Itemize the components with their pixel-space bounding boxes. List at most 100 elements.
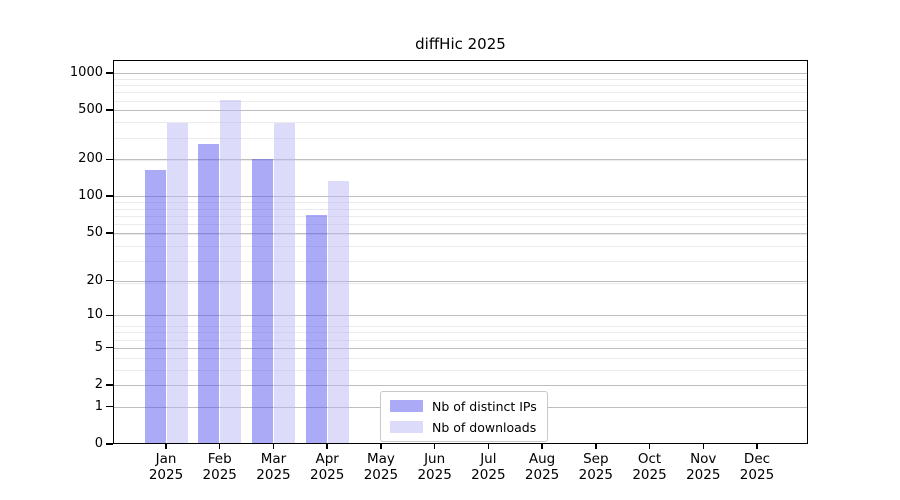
y-axis-tick xyxy=(106,347,113,349)
x-axis-tick xyxy=(219,444,221,449)
chart-title: diffHic 2025 xyxy=(415,35,506,53)
y-axis-tick-label: 5 xyxy=(94,339,103,355)
month-name: Feb xyxy=(207,451,232,467)
legend-swatch-downloads xyxy=(390,421,423,433)
plot-area xyxy=(113,60,808,444)
x-axis-tick xyxy=(595,444,597,449)
x-axis-tick xyxy=(541,444,543,449)
y-gridline-minor xyxy=(113,137,808,139)
y-gridline-minor xyxy=(113,122,808,124)
y-gridline-major xyxy=(113,385,808,386)
month-year: 2025 xyxy=(202,467,237,483)
x-axis-month-label: Nov 2025 xyxy=(671,451,735,483)
y-axis-tick-label: 0 xyxy=(94,436,103,451)
y-gridline-minor xyxy=(113,224,808,226)
y-gridline-minor xyxy=(113,85,808,87)
month-year: 2025 xyxy=(686,467,721,483)
x-axis-month-label: Jun 2025 xyxy=(403,451,467,483)
y-axis-tick xyxy=(106,232,113,234)
y-axis-tick-label: 20 xyxy=(86,272,103,288)
month-name: May xyxy=(366,451,395,467)
x-axis-tick xyxy=(433,444,436,449)
y-axis-tick-label: 200 xyxy=(78,151,103,167)
y-axis-tick xyxy=(106,195,113,197)
y-axis-tick-label: 2 xyxy=(94,377,103,392)
bar-downloads xyxy=(273,123,295,444)
x-axis-month-label: Mar 2025 xyxy=(241,451,305,483)
x-axis-tick xyxy=(487,444,490,449)
y-gridline-minor xyxy=(113,100,808,102)
y-axis-tick xyxy=(106,406,113,408)
x-axis-month-label: Dec 2025 xyxy=(725,451,789,483)
legend-label-distinct-ips: Nb of distinct IPs xyxy=(432,398,537,414)
y-gridline-minor xyxy=(113,357,808,359)
y-gridline-minor xyxy=(113,233,808,235)
bar-distinct-ips xyxy=(198,143,220,444)
y-gridline-minor xyxy=(113,92,808,94)
month-year: 2025 xyxy=(148,467,184,483)
y-gridline-major xyxy=(113,196,808,198)
month-year: 2025 xyxy=(256,467,291,483)
x-axis-tick xyxy=(756,444,758,449)
month-year: 2025 xyxy=(739,467,775,483)
y-axis-tick xyxy=(106,158,113,160)
y-gridline-major xyxy=(113,159,808,161)
x-axis-month-label: May 2025 xyxy=(349,451,413,483)
month-year: 2025 xyxy=(417,467,452,483)
legend-item-downloads: Nb of downloads xyxy=(390,419,537,435)
month-name: Nov xyxy=(690,451,717,467)
bar-downloads xyxy=(220,99,242,444)
month-name: Jul xyxy=(480,451,497,467)
month-name: Mar xyxy=(260,451,287,467)
y-axis-tick-label: 1000 xyxy=(69,65,103,81)
y-gridline-major xyxy=(113,280,808,282)
legend: Nb of distinct IPs Nb of downloads xyxy=(380,391,548,442)
y-axis-tick-label: 10 xyxy=(86,307,103,323)
month-name: Aug xyxy=(528,451,556,467)
legend-label-downloads: Nb of downloads xyxy=(432,419,537,435)
y-gridline-minor xyxy=(113,261,808,263)
month-name: Sep xyxy=(583,451,609,467)
month-year: 2025 xyxy=(471,467,506,483)
y-axis-tick xyxy=(106,384,113,386)
bar-distinct-ips xyxy=(251,159,273,444)
x-axis-month-label: Oct 2025 xyxy=(618,451,682,483)
x-axis-tick xyxy=(326,444,328,449)
x-axis-month-label: Apr 2025 xyxy=(295,451,359,483)
month-name: Jan xyxy=(155,451,177,467)
y-axis-tick xyxy=(106,443,113,445)
bar-distinct-ips xyxy=(305,215,327,444)
y-gridline-major xyxy=(113,232,808,234)
x-axis-tick xyxy=(702,444,704,449)
y-gridline-minor xyxy=(113,215,808,217)
y-gridline-minor xyxy=(113,283,808,285)
month-name: Jun xyxy=(424,451,446,467)
x-axis-month-label: Jul 2025 xyxy=(456,451,520,483)
y-gridline-major xyxy=(113,110,808,112)
y-gridline-major xyxy=(113,347,808,349)
y-axis-tick-label: 100 xyxy=(78,188,103,204)
y-gridline-minor xyxy=(113,208,808,210)
y-axis-tick xyxy=(106,279,113,282)
y-axis-tick xyxy=(106,314,113,316)
bar-distinct-ips xyxy=(144,169,166,444)
y-axis-tick-label: 1 xyxy=(94,398,103,414)
x-axis-month-label: Sep 2025 xyxy=(564,451,628,483)
y-gridline-major xyxy=(113,73,808,75)
y-axis-tick-label: 500 xyxy=(78,102,103,118)
month-year: 2025 xyxy=(524,467,560,483)
legend-swatch-distinct-ips xyxy=(390,400,423,412)
month-year: 2025 xyxy=(309,467,345,483)
y-gridline-minor xyxy=(113,369,808,371)
month-name: Apr xyxy=(315,451,339,467)
month-year: 2025 xyxy=(363,467,399,483)
month-year: 2025 xyxy=(578,467,613,483)
month-name: Dec xyxy=(743,451,771,467)
x-axis-tick xyxy=(165,444,167,449)
x-axis-tick xyxy=(272,444,275,449)
y-gridline-minor xyxy=(113,78,808,80)
month-name: Oct xyxy=(637,451,662,467)
y-axis-tick xyxy=(106,109,113,111)
x-axis-tick xyxy=(648,444,651,449)
